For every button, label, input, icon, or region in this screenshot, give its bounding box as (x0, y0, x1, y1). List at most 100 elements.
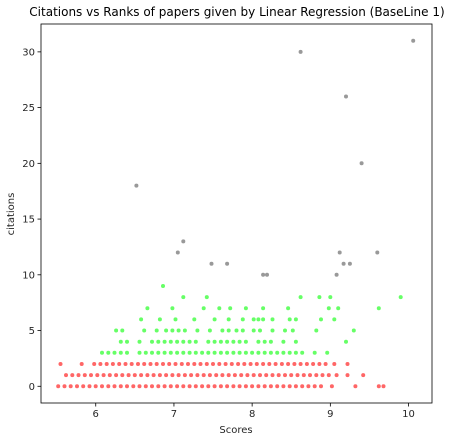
data-point (154, 362, 159, 366)
data-point (293, 339, 298, 344)
data-point (314, 328, 319, 333)
data-point (120, 373, 125, 378)
data-point (347, 261, 352, 266)
x-axis: 6 7 8 9 10 (93, 403, 415, 420)
data-point (381, 384, 386, 389)
data-point (245, 373, 250, 378)
data-point (145, 373, 150, 378)
data-point (270, 373, 275, 378)
data-point (150, 384, 154, 389)
data-point (311, 362, 316, 366)
data-point (332, 362, 337, 366)
y-tick-label: 0 (29, 382, 35, 393)
data-point (137, 350, 142, 355)
data-point (206, 339, 211, 344)
data-point (186, 362, 190, 366)
data-point (200, 350, 205, 355)
data-point (150, 350, 154, 355)
data-point (226, 328, 231, 333)
data-point (161, 284, 165, 288)
data-point (286, 362, 291, 366)
data-point (112, 350, 117, 355)
data-point (236, 362, 241, 366)
data-point (270, 328, 275, 333)
data-point (225, 261, 230, 266)
data-point (142, 328, 147, 333)
data-point (179, 362, 184, 366)
data-point (232, 373, 237, 378)
data-point (106, 350, 111, 355)
data-point (229, 362, 234, 366)
data-point (100, 384, 104, 389)
data-point (170, 306, 175, 311)
data-point (298, 49, 303, 54)
data-point (287, 384, 292, 389)
data-point (301, 373, 306, 378)
data-point (258, 373, 262, 378)
data-point (243, 306, 248, 311)
chart-title: Citations vs Ranks of papers given by Li… (29, 5, 444, 19)
data-point (287, 350, 292, 355)
data-point (298, 295, 303, 300)
data-point (256, 317, 261, 322)
data-point (212, 350, 217, 355)
data-point (176, 328, 181, 333)
data-point (320, 373, 325, 378)
data-point (293, 384, 298, 389)
x-tick-label: 7 (171, 409, 177, 420)
data-point (142, 362, 147, 366)
data-point (300, 384, 305, 389)
data-point (206, 384, 211, 389)
data-point (132, 373, 137, 378)
data-point (275, 384, 280, 389)
data-point (58, 362, 63, 366)
data-point (256, 384, 261, 389)
data-point (220, 373, 225, 378)
data-point (104, 362, 109, 366)
data-point (193, 339, 198, 344)
data-point (248, 362, 253, 366)
data-point (81, 384, 86, 389)
data-point (261, 306, 266, 311)
data-point (376, 384, 381, 389)
data-point (106, 384, 111, 389)
data-point (181, 350, 186, 355)
data-point (353, 384, 358, 389)
data-point (225, 339, 230, 344)
data-point (359, 161, 364, 166)
data-point (226, 317, 231, 322)
y-tick-label: 20 (22, 159, 35, 170)
data-point (143, 384, 148, 389)
data-point (168, 384, 173, 389)
data-point (243, 350, 248, 355)
x-tick-label: 8 (249, 409, 255, 420)
data-point (276, 373, 281, 378)
data-point (131, 384, 136, 389)
data-point (187, 384, 192, 389)
data-point (218, 339, 223, 344)
data-point (289, 373, 294, 378)
data-point (212, 317, 217, 322)
data-point (75, 384, 79, 389)
data-point (411, 38, 416, 43)
data-point (181, 339, 186, 344)
data-point (293, 350, 298, 355)
data-point (162, 339, 167, 344)
data-point (193, 384, 198, 389)
data-point (212, 384, 217, 389)
data-point (231, 384, 236, 389)
data-point (181, 384, 186, 389)
data-point (268, 384, 273, 389)
data-point (125, 350, 129, 355)
data-point (314, 373, 319, 378)
data-point (341, 261, 346, 266)
data-point (192, 362, 197, 366)
data-point (234, 328, 239, 333)
data-point (204, 362, 209, 366)
data-point (164, 373, 169, 378)
data-point (218, 350, 223, 355)
data-point (308, 373, 312, 378)
data-point (281, 384, 286, 389)
